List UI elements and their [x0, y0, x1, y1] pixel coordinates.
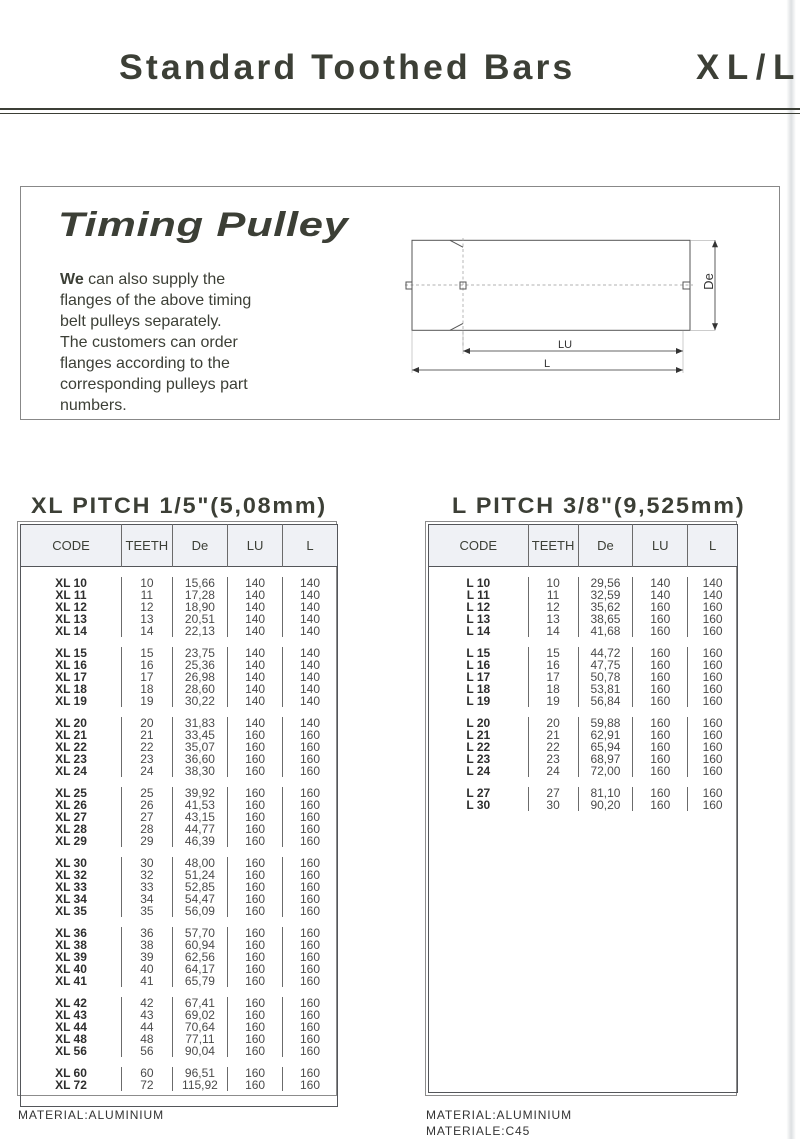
- svg-text:LU: LU: [558, 339, 572, 351]
- svg-text:L: L: [544, 358, 550, 370]
